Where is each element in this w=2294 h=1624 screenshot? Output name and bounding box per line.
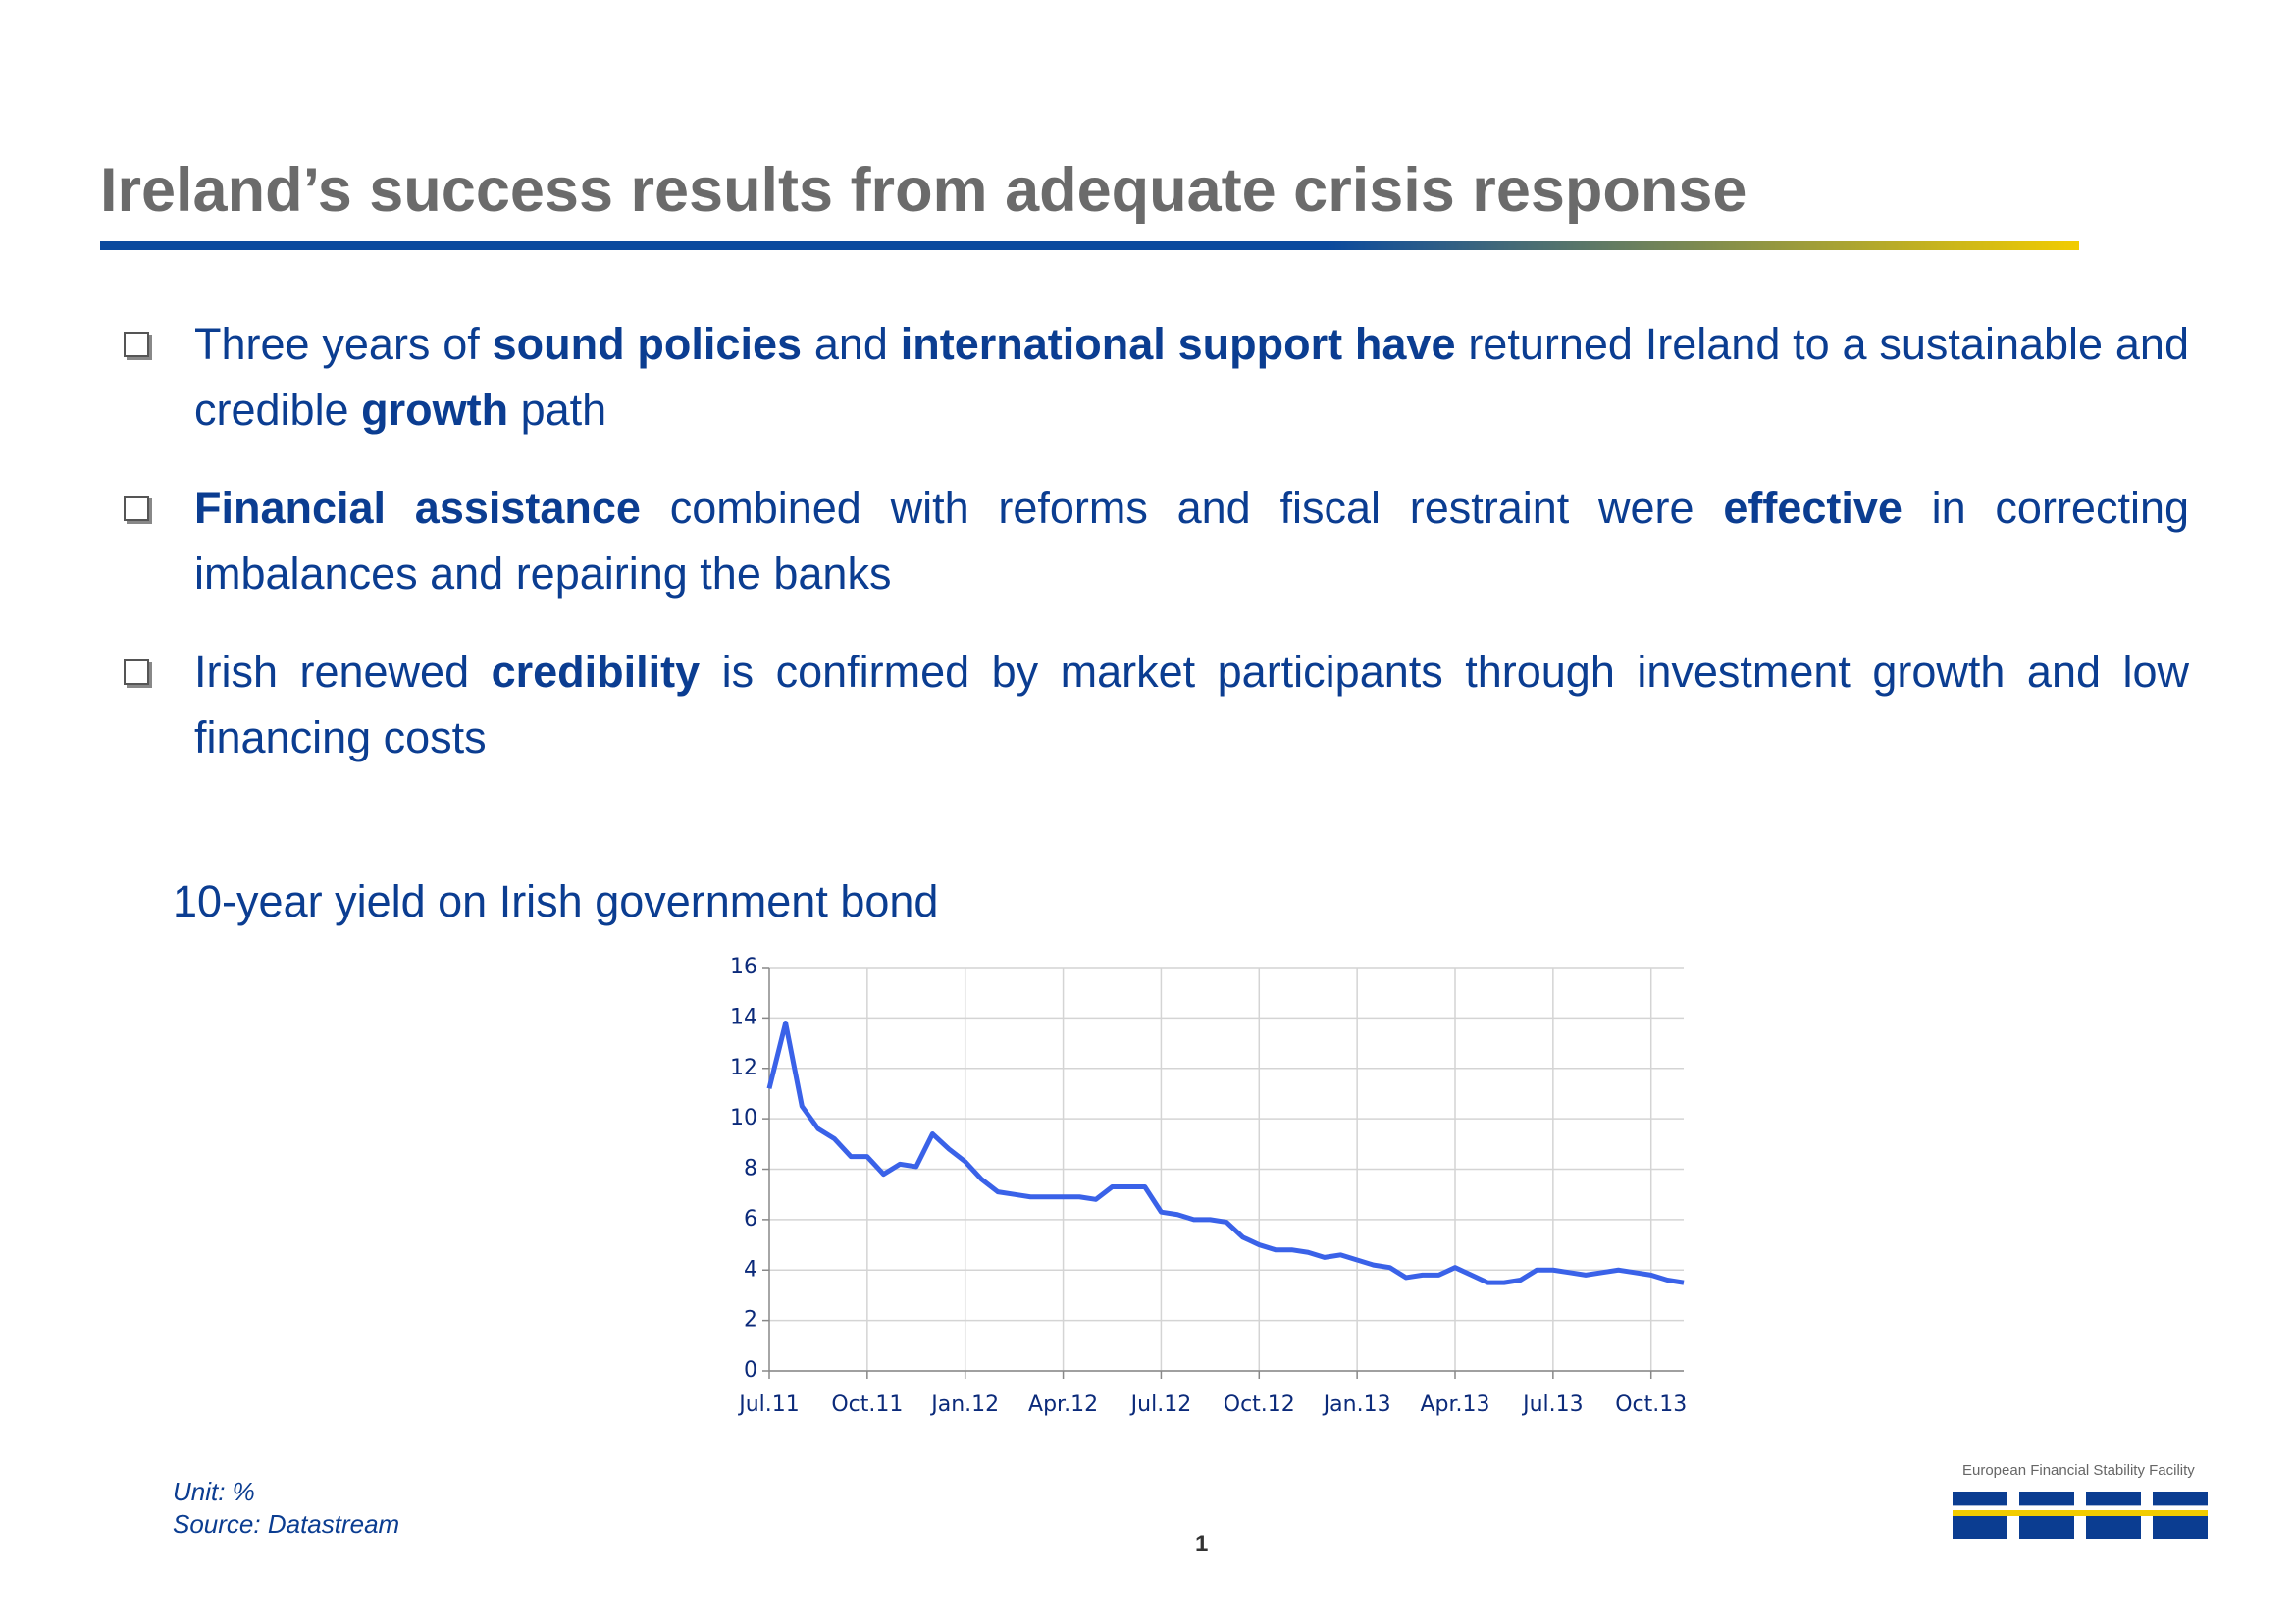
bullet-text: Irish renewed credibility is confirmed b… (194, 639, 2189, 770)
text-run: returned Ireland to a sustainable and cr… (194, 319, 2189, 435)
x-tick-label: Oct.11 (831, 1392, 903, 1417)
bullet-marker (124, 659, 149, 685)
x-tick-label: Apr.12 (1028, 1392, 1098, 1417)
unit-note: Unit: % (173, 1477, 255, 1506)
text-run: Financial assistance (194, 483, 641, 533)
text-run: international support have (900, 319, 1456, 369)
logo (1953, 1492, 2208, 1539)
bullet-marker (124, 496, 149, 521)
y-tick-label: 12 (730, 1056, 757, 1080)
y-tick-label: 14 (730, 1005, 757, 1029)
text-run: combined with reforms and fiscal restrai… (640, 483, 1724, 533)
text-run: and (802, 319, 901, 369)
y-tick-label: 0 (744, 1358, 757, 1383)
y-tick-label: 2 (744, 1308, 757, 1333)
text-run: path (508, 385, 607, 435)
y-tick-label: 8 (744, 1157, 757, 1181)
x-tick-label: Jul.12 (1129, 1392, 1192, 1417)
x-tick-label: Jan.13 (1322, 1392, 1391, 1417)
text-run: in correcting imbalances and repairing t… (194, 483, 2190, 599)
y-tick-label: 4 (744, 1257, 757, 1282)
x-tick-label: Oct.12 (1224, 1392, 1295, 1417)
y-tick-label: 10 (730, 1106, 757, 1130)
org-name: European Financial Stability Facility (1962, 1462, 2195, 1479)
text-run: effective (1723, 483, 1903, 533)
x-tick-label: Oct.13 (1615, 1392, 1687, 1417)
y-tick-label: 16 (730, 955, 757, 979)
text-run: credibility (491, 647, 701, 697)
text-run: growth (361, 385, 509, 435)
text-run: Irish renewed (194, 647, 492, 697)
text-run: sound policies (492, 319, 802, 369)
bullet-text: Financial assistance combined with refor… (194, 475, 2189, 606)
page-number: 1 (1195, 1531, 1209, 1557)
source-note: Source: Datastream (173, 1509, 400, 1539)
x-tick-label: Jan.12 (929, 1392, 999, 1417)
chart-title: 10-year yield on Irish government bond (173, 876, 939, 926)
series-line (766, 1021, 1685, 1285)
bullet-marker (124, 332, 149, 357)
text-run: Three years of (194, 319, 493, 369)
text-run: is confirmed by market participants thro… (194, 647, 2189, 762)
slide-title: Ireland’s success results from adequate … (100, 156, 1747, 225)
bullet-text: Three years of sound policies and intern… (194, 311, 2189, 443)
x-tick-label: Jul.13 (1521, 1392, 1584, 1417)
y-tick-label: 6 (744, 1207, 757, 1231)
title-rule (100, 241, 2079, 250)
x-tick-label: Apr.13 (1420, 1392, 1489, 1417)
x-tick-label: Jul.11 (737, 1392, 800, 1417)
